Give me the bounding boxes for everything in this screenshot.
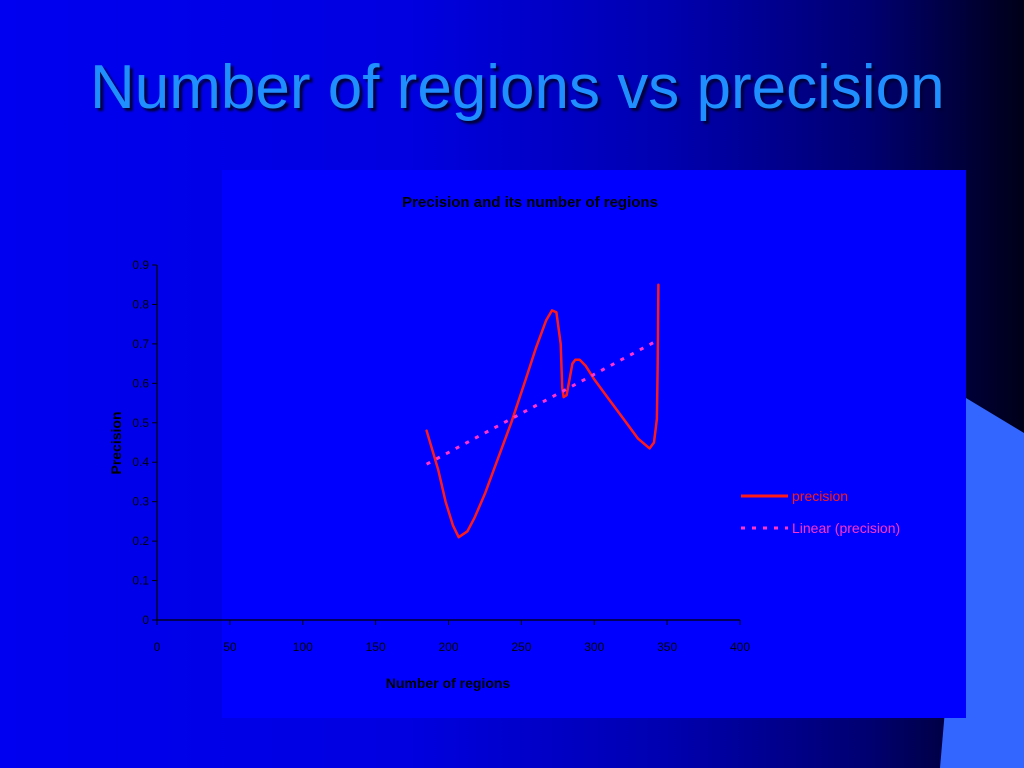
accent-shape <box>940 398 1024 768</box>
chart-legend: precision Linear (precision) <box>741 488 900 536</box>
y-tick-label: 0.7 <box>132 337 149 351</box>
y-tick-label: 0.1 <box>132 574 149 588</box>
x-axis-title: Number of regions <box>386 675 511 691</box>
chart-area <box>222 170 966 718</box>
x-tick-label: 400 <box>730 640 750 654</box>
y-tick-label: 0.3 <box>132 495 149 509</box>
x-tick-label: 200 <box>438 640 458 654</box>
x-tick-label: 100 <box>293 640 313 654</box>
y-tick-label: 0.5 <box>132 416 149 430</box>
x-tick-label: 300 <box>584 640 604 654</box>
y-axis-ticks: 0 0.1 0.2 0.3 0.4 0.5 0.6 0.7 0.8 0.9 <box>132 258 157 627</box>
y-tick-label: 0.4 <box>132 455 149 469</box>
y-axis-title: Precision <box>108 411 124 474</box>
legend-label: precision <box>792 488 848 504</box>
x-tick-label: 0 <box>154 640 161 654</box>
x-tick-label: 350 <box>657 640 677 654</box>
chart-title: Precision and its number of regions <box>402 194 658 211</box>
y-tick-label: 0 <box>142 613 149 627</box>
y-tick-label: 0.2 <box>132 534 149 548</box>
x-axis-ticks: 0 50 100 150 200 250 300 350 400 <box>154 620 750 654</box>
precision-series-line <box>425 283 660 539</box>
y-tick-label: 0.6 <box>132 376 149 390</box>
y-tick-label: 0.9 <box>132 258 149 272</box>
slide-title: Number of regions vs precision <box>90 53 945 122</box>
x-tick-label: 150 <box>366 640 386 654</box>
y-tick-label: 0.8 <box>132 297 149 311</box>
trendline-series <box>425 338 660 466</box>
legend-label: Linear (precision) <box>792 520 900 536</box>
x-tick-label: 50 <box>223 640 237 654</box>
x-tick-label: 250 <box>511 640 531 654</box>
chart-series <box>425 283 660 539</box>
